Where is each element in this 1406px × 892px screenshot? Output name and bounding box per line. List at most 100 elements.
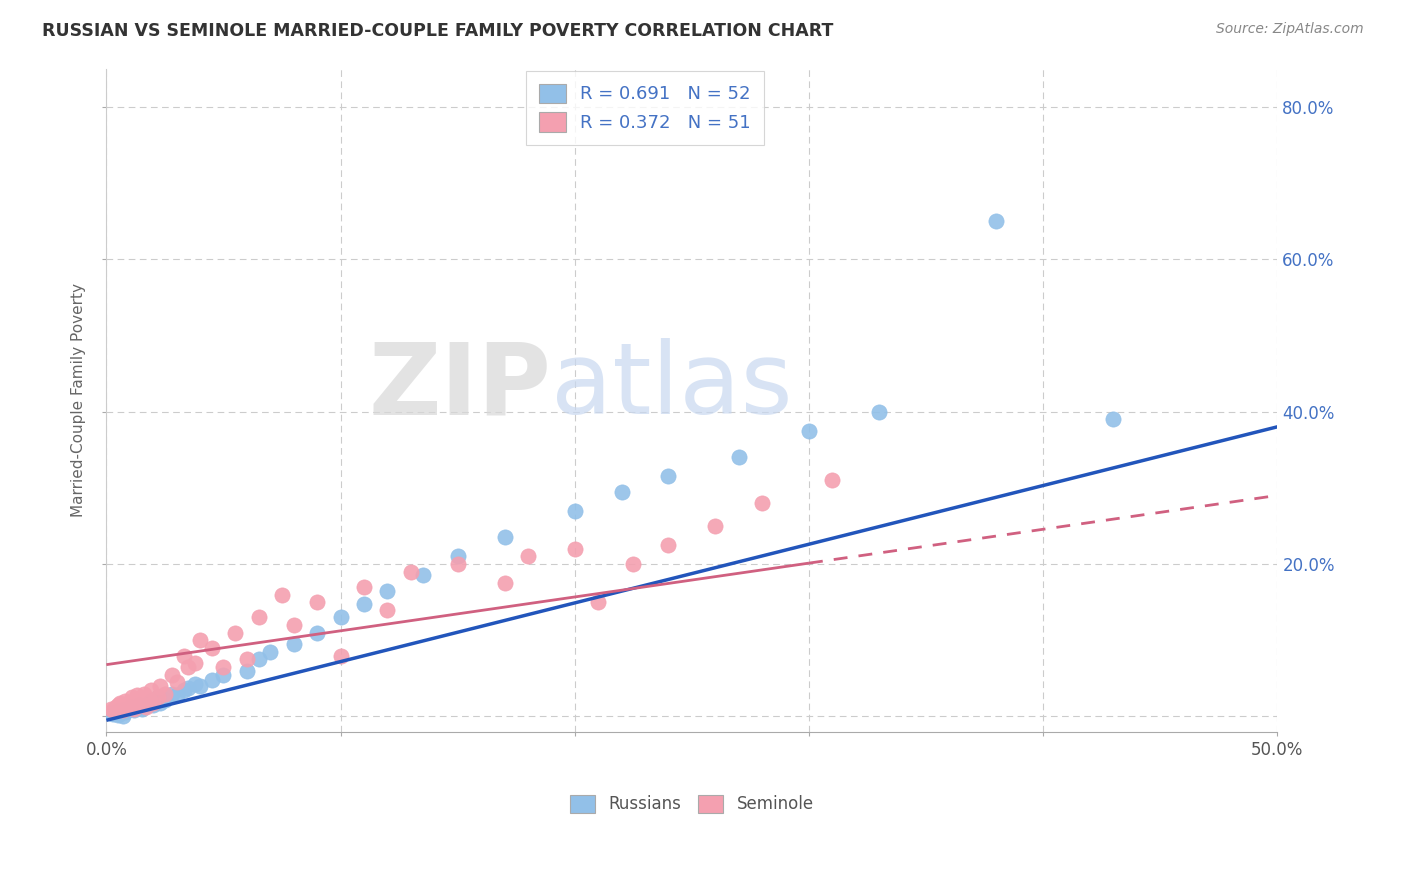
- Point: [494, 576, 516, 591]
- Point: [516, 549, 538, 564]
- Point: [986, 214, 1008, 228]
- Point: [307, 625, 329, 640]
- Point: [657, 538, 679, 552]
- Point: [399, 565, 422, 579]
- Point: [564, 503, 586, 517]
- Point: [107, 704, 129, 718]
- Point: [110, 702, 132, 716]
- Point: [103, 707, 125, 722]
- Point: [125, 701, 148, 715]
- Point: [111, 703, 134, 717]
- Point: [124, 703, 146, 717]
- Point: [447, 557, 470, 571]
- Point: [271, 587, 294, 601]
- Point: [110, 696, 132, 710]
- Point: [259, 645, 281, 659]
- Point: [160, 667, 183, 681]
- Point: [236, 652, 259, 666]
- Point: [125, 688, 148, 702]
- Point: [184, 656, 207, 670]
- Point: [149, 679, 172, 693]
- Point: [704, 519, 727, 533]
- Point: [100, 706, 122, 720]
- Y-axis label: Married-Couple Family Poverty: Married-Couple Family Poverty: [72, 283, 86, 517]
- Point: [212, 660, 235, 674]
- Point: [727, 450, 749, 465]
- Point: [353, 597, 375, 611]
- Point: [173, 682, 195, 697]
- Point: [201, 673, 224, 687]
- Point: [329, 610, 352, 624]
- Point: [247, 652, 270, 666]
- Point: [146, 690, 169, 705]
- Point: [104, 706, 127, 721]
- Point: [173, 648, 195, 663]
- Point: [111, 709, 134, 723]
- Point: [821, 473, 844, 487]
- Point: [139, 694, 162, 708]
- Point: [184, 677, 207, 691]
- Point: [586, 595, 609, 609]
- Point: [121, 690, 143, 705]
- Point: [138, 692, 160, 706]
- Point: [142, 698, 165, 712]
- Point: [610, 484, 633, 499]
- Point: [412, 568, 434, 582]
- Point: [657, 469, 679, 483]
- Point: [117, 703, 139, 717]
- Point: [117, 700, 139, 714]
- Point: [797, 424, 820, 438]
- Point: [564, 541, 586, 556]
- Point: [104, 700, 127, 714]
- Point: [124, 702, 146, 716]
- Point: [153, 687, 176, 701]
- Point: [138, 696, 160, 710]
- Point: [236, 664, 259, 678]
- Point: [188, 633, 211, 648]
- Point: [107, 708, 129, 723]
- Point: [166, 688, 188, 702]
- Point: [201, 640, 224, 655]
- Point: [100, 702, 122, 716]
- Point: [114, 705, 136, 719]
- Point: [103, 703, 125, 717]
- Point: [188, 679, 211, 693]
- Point: [177, 660, 200, 674]
- Point: [107, 698, 129, 712]
- Point: [121, 702, 143, 716]
- Point: [353, 580, 375, 594]
- Point: [377, 583, 399, 598]
- Point: [131, 698, 153, 712]
- Point: [177, 681, 200, 695]
- Text: Source: ZipAtlas.com: Source: ZipAtlas.com: [1216, 22, 1364, 37]
- Point: [494, 530, 516, 544]
- Point: [212, 667, 235, 681]
- Point: [131, 702, 153, 716]
- Point: [329, 648, 352, 663]
- Point: [751, 496, 773, 510]
- Point: [247, 610, 270, 624]
- Point: [868, 404, 890, 418]
- Point: [142, 696, 165, 710]
- Point: [224, 625, 246, 640]
- Point: [135, 698, 157, 712]
- Point: [111, 703, 134, 717]
- Point: [149, 696, 172, 710]
- Text: RUSSIAN VS SEMINOLE MARRIED-COUPLE FAMILY POVERTY CORRELATION CHART: RUSSIAN VS SEMINOLE MARRIED-COUPLE FAMIL…: [42, 22, 834, 40]
- Point: [1102, 412, 1125, 426]
- Point: [377, 603, 399, 617]
- Point: [132, 687, 155, 701]
- Point: [139, 682, 162, 697]
- Point: [283, 618, 305, 632]
- Point: [621, 557, 644, 571]
- Point: [135, 700, 157, 714]
- Point: [166, 675, 188, 690]
- Point: [160, 687, 183, 701]
- Point: [131, 699, 153, 714]
- Point: [307, 595, 329, 609]
- Legend: Russians, Seminole: Russians, Seminole: [562, 787, 823, 822]
- Point: [283, 637, 305, 651]
- Text: atlas: atlas: [551, 338, 793, 435]
- Point: [132, 700, 155, 714]
- Text: ZIP: ZIP: [368, 338, 551, 435]
